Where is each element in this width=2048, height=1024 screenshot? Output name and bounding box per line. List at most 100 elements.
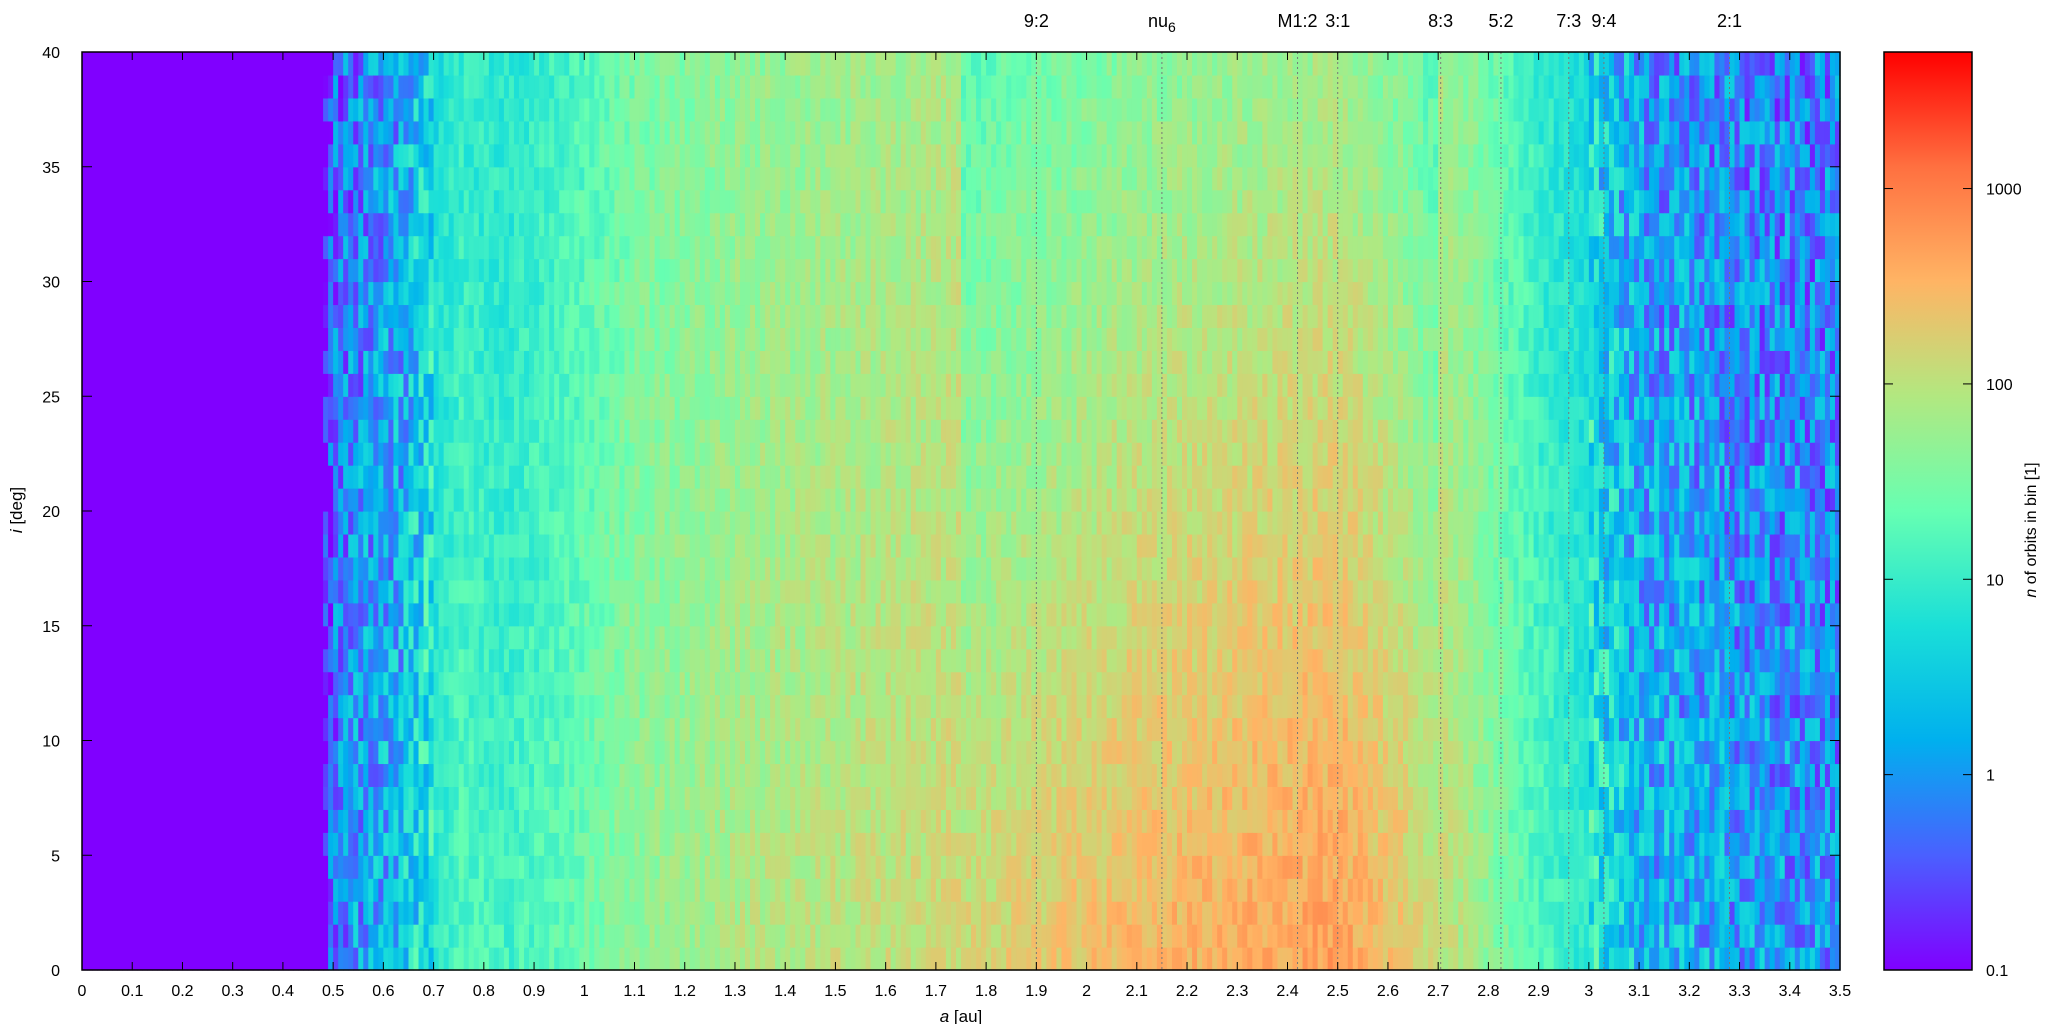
heatmap-cell (217, 694, 224, 719)
heatmap-cell (318, 212, 324, 237)
heatmap-cell (674, 924, 681, 948)
heatmap-cell (619, 488, 626, 512)
heatmap-cell (544, 717, 550, 742)
heatmap-cell (272, 488, 279, 512)
heatmap-cell (147, 396, 153, 420)
heatmap-cell (644, 579, 651, 604)
heatmap-cell (292, 556, 299, 581)
heatmap-cell (493, 855, 500, 879)
heatmap-cell (212, 488, 219, 512)
heatmap-cell (629, 143, 636, 168)
heatmap-cell (147, 212, 153, 237)
heatmap-cell (503, 373, 510, 397)
heatmap-cell (147, 258, 153, 283)
heatmap-cell (127, 579, 133, 604)
heatmap-cell (393, 533, 400, 558)
heatmap-cell (458, 878, 465, 902)
heatmap-cell (508, 488, 515, 512)
heatmap-cell (574, 671, 580, 696)
heatmap-cell (343, 212, 349, 237)
heatmap-cell (438, 120, 445, 145)
heatmap-cell (418, 373, 425, 397)
heatmap-cell (388, 694, 395, 719)
heatmap-cell (544, 327, 550, 351)
heatmap-cell (669, 717, 676, 742)
heatmap-cell (227, 419, 234, 443)
heatmap-cell (398, 396, 405, 420)
heatmap-cell (277, 350, 284, 374)
heatmap-cell (694, 235, 701, 260)
heatmap-cell (368, 556, 374, 581)
heatmap-cell (513, 189, 520, 214)
heatmap-cell (498, 212, 505, 237)
heatmap-cell (433, 602, 440, 627)
heatmap-cell (122, 235, 128, 260)
heatmap-cell (443, 327, 450, 351)
heatmap-cell (97, 671, 103, 696)
heatmap-cell (438, 924, 445, 948)
heatmap-cell (488, 350, 495, 374)
heatmap-cell (232, 556, 239, 581)
heatmap-cell (624, 533, 631, 558)
heatmap-cell (87, 235, 93, 260)
heatmap-cell (297, 671, 304, 696)
heatmap-cell (287, 832, 294, 856)
heatmap-cell (192, 625, 199, 650)
heatmap-cell (599, 511, 605, 535)
heatmap-cell (403, 556, 410, 581)
heatmap-cell (659, 488, 666, 512)
heatmap-cell (117, 694, 123, 719)
heatmap-cell (564, 442, 570, 466)
heatmap-cell (308, 166, 314, 191)
heatmap-cell (629, 832, 636, 856)
heatmap-cell (333, 52, 339, 76)
heatmap-cell (398, 258, 405, 283)
heatmap-cell (508, 281, 515, 306)
heatmap-cell (624, 258, 631, 283)
heatmap-cell (679, 602, 686, 627)
heatmap-cell (272, 212, 279, 237)
heatmap-cell (689, 465, 696, 489)
heatmap-cell (277, 625, 284, 650)
heatmap-cell (704, 465, 711, 489)
heatmap-cell (584, 327, 590, 351)
heatmap-cell (584, 189, 590, 214)
heatmap-cell (433, 763, 440, 787)
heatmap-cell (478, 488, 485, 512)
heatmap-cell (267, 488, 274, 512)
heatmap-cell (574, 465, 580, 489)
heatmap-cell (438, 74, 445, 99)
heatmap-cell (418, 143, 425, 168)
heatmap-cell (247, 465, 254, 489)
heatmap-cell (333, 281, 339, 306)
heatmap-cell (237, 327, 244, 351)
heatmap-cell (689, 648, 696, 673)
heatmap-cell (564, 901, 570, 925)
heatmap-cell (594, 832, 600, 856)
heatmap-cell (247, 350, 254, 374)
heatmap-cell (102, 212, 108, 237)
heatmap-cell (152, 212, 158, 237)
heatmap-cell (313, 235, 319, 260)
heatmap-cell (338, 855, 344, 879)
heatmap-cell (207, 327, 214, 351)
heatmap-cell (443, 97, 450, 122)
heatmap-cell (232, 648, 239, 673)
heatmap-cell (599, 924, 605, 948)
heatmap-cell (132, 97, 138, 122)
heatmap-cell (423, 740, 430, 765)
heatmap-cell (172, 120, 179, 145)
heatmap-cell (308, 602, 314, 627)
heatmap-cell (594, 579, 600, 604)
heatmap-cell (303, 717, 309, 742)
heatmap-cell (92, 901, 98, 925)
heatmap-cell (358, 924, 364, 948)
heatmap-cell (162, 304, 168, 328)
heatmap-cell (192, 901, 199, 925)
heatmap-cell (212, 579, 219, 604)
heatmap-cell (97, 533, 103, 558)
heatmap-cell (418, 878, 425, 902)
heatmap-cell (599, 625, 605, 650)
heatmap-cell (614, 235, 621, 260)
